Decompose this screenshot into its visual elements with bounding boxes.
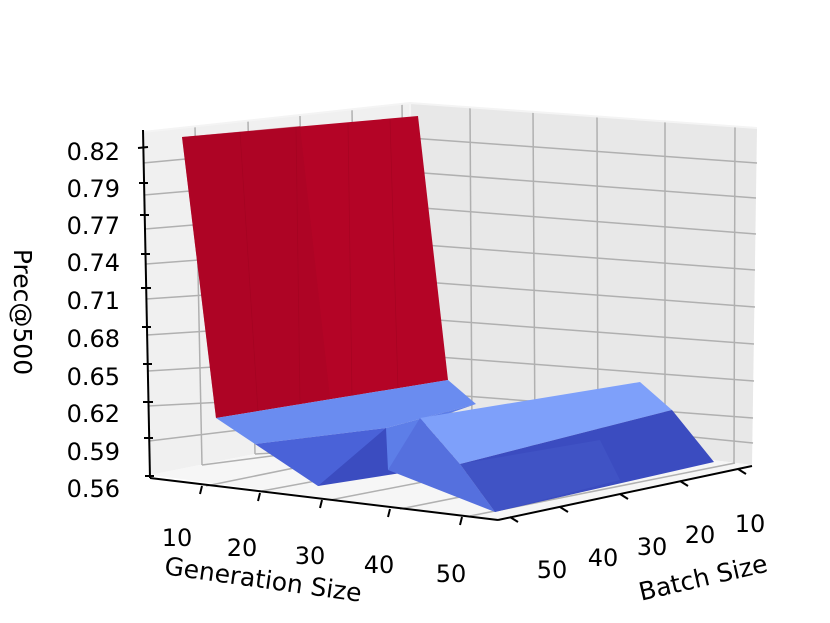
x-axis-title: Generation Size	[163, 551, 364, 607]
z-axis-line	[142, 129, 151, 479]
z-axis-title: Prec@500	[8, 249, 37, 375]
x-ticks	[199, 485, 463, 526]
x-tick-label: 40	[364, 551, 395, 579]
z-ticks	[137, 146, 154, 477]
surface-front-right-shade	[460, 440, 620, 512]
surface-low-plateau-right	[420, 382, 672, 464]
z-tick-label: 0.71	[67, 287, 120, 315]
z-tick-label: 0.56	[67, 475, 120, 503]
x-tick-label: 50	[436, 560, 467, 588]
y-tick-label: 10	[735, 510, 766, 538]
y-tick-label: 20	[685, 521, 716, 549]
x-axis-line	[149, 477, 499, 521]
y-axis-line	[497, 465, 753, 521]
z-tick-label: 0.82	[67, 138, 120, 166]
x-tick-labels: 10 20 30 40 50	[162, 524, 467, 588]
y-tick-labels: 10 20 30 40 50	[537, 510, 766, 584]
z-tick-labels: 0.82 0.79 0.77 0.74 0.71 0.68 0.65 0.62 …	[67, 138, 120, 503]
axis-lines	[142, 129, 753, 521]
z-tick-label: 0.74	[67, 249, 120, 277]
z-tick-label: 0.62	[67, 400, 120, 428]
surface-ridge-shade	[182, 126, 330, 418]
y-tick-label: 30	[637, 533, 668, 561]
z-tick-label: 0.59	[67, 438, 120, 466]
y-ticks	[509, 468, 747, 523]
z-tick-label: 0.79	[67, 175, 120, 203]
surface-wall-mesh	[239, 118, 399, 413]
surface	[182, 116, 714, 512]
surface-front-face	[388, 418, 495, 512]
z-tick-label: 0.65	[67, 363, 120, 391]
z-tick-label: 0.68	[67, 325, 120, 353]
y-tick-label: 40	[588, 544, 619, 572]
x-tick-label: 30	[295, 542, 326, 570]
x-tick-label: 20	[227, 534, 258, 562]
z-tick-label: 0.77	[67, 212, 120, 240]
y-tick-label: 50	[537, 556, 568, 584]
surface-low-plateau-left	[216, 380, 476, 444]
x-tick-label: 10	[162, 524, 193, 552]
